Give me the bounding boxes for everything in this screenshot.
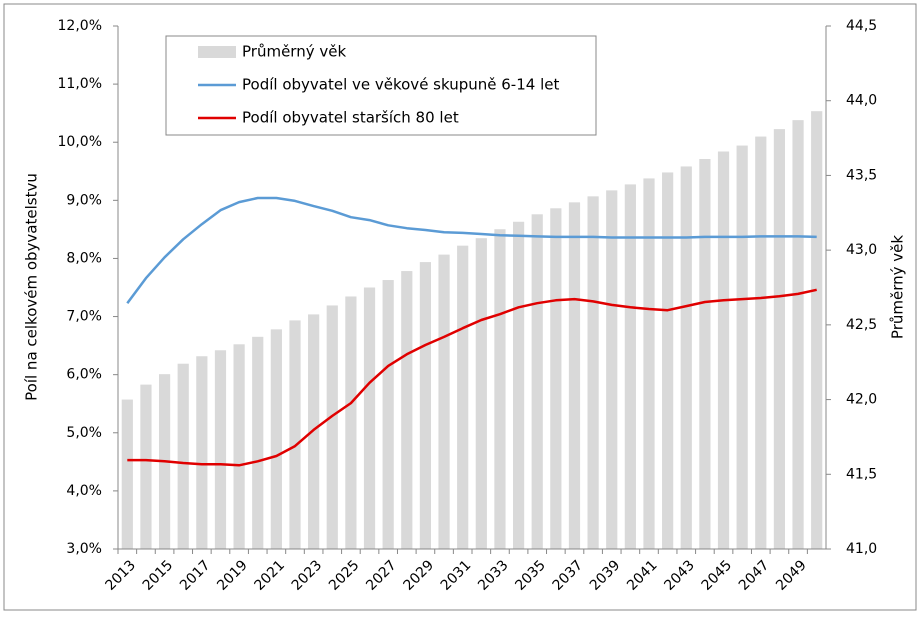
y-tick-label: 12,0% [58,18,102,34]
bar [494,229,506,550]
bar [382,280,394,549]
bar [755,136,767,549]
y-tick-label: 7,0% [66,309,102,325]
y2-tick-label: 42,0 [846,392,877,408]
legend-label: Podíl obyvatel starších 80 let [242,109,459,127]
bar [811,111,823,549]
bar [457,245,469,549]
y2-tick-label: 41,5 [846,466,877,482]
bar [550,208,562,549]
bar [773,129,786,549]
bar [270,329,282,549]
bar [736,145,748,550]
bar [140,384,152,549]
y-tick-label: 3,0% [66,541,102,557]
bar [475,238,487,549]
bar [717,151,730,549]
bar [699,158,711,549]
bar [177,363,189,549]
bar [196,356,208,549]
bar [438,254,450,549]
y-tick-label: 11,0% [58,76,102,92]
y2-axis-title: Průměrný věk [889,235,907,339]
bar [401,271,413,549]
bar [363,287,376,549]
y-axis-title: Poíl na celkovém obyvatelstvu [23,173,41,401]
line [126,196,817,304]
bar [345,296,357,549]
bar [680,166,692,549]
bar [308,314,320,549]
legend-label: Podíl obyvatel ve věkové skupuně 6-14 le… [242,76,559,94]
bar [326,305,338,549]
legend-label: Průměrný věk [242,43,346,61]
legend-box [165,35,597,136]
bar [662,172,674,549]
bar [587,196,599,549]
bar [568,202,581,549]
bar [289,320,301,549]
bar [121,399,133,549]
y-tick-label: 8,0% [66,250,102,266]
bar [606,190,618,549]
y-tick-label: 9,0% [66,192,102,208]
y-tick-label: 6,0% [66,367,102,383]
bar [792,120,804,549]
bar [512,221,525,549]
y-tick-label: 10,0% [58,134,102,150]
y2-tick-label: 44,0 [846,93,877,109]
bar [252,336,264,549]
legend-swatch [198,46,236,58]
bar [214,350,227,549]
bar [419,262,432,549]
bar [643,178,655,549]
y-tick-label: 5,0% [66,425,102,441]
y-tick-label: 4,0% [66,483,102,499]
line [127,288,817,467]
bar [233,344,245,549]
y2-tick-label: 43,5 [846,167,877,183]
y2-tick-label: 44,5 [846,18,877,34]
bar [531,214,543,549]
y2-tick-label: 43,0 [846,242,877,258]
y2-tick-label: 41,0 [846,541,877,557]
y2-tick-label: 42,5 [846,317,877,333]
bar [624,184,636,549]
